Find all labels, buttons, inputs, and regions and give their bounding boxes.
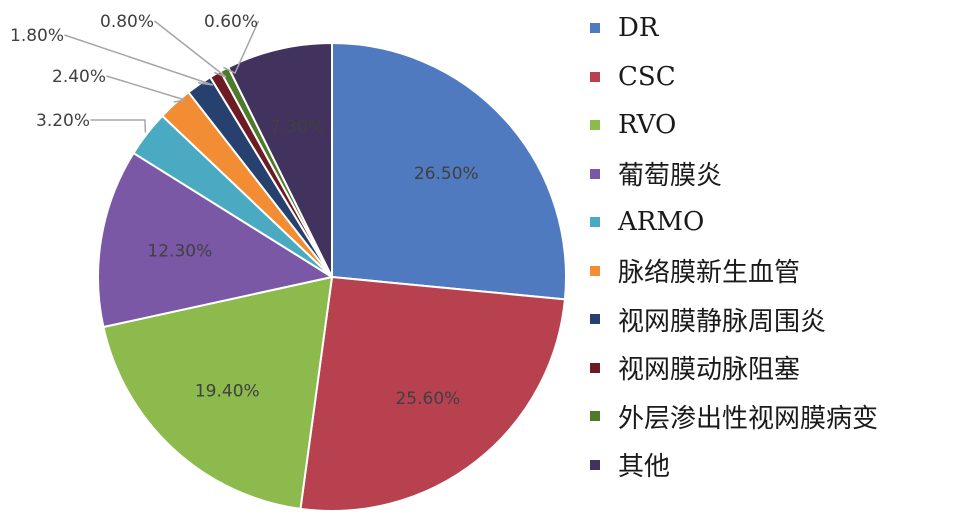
legend: DR CSC RVO 葡萄膜炎 ARMO 脉络膜新生血管 视网膜静脉周围炎 视网膜动脉阻塞外层… [590, 4, 950, 489]
legend-swatch [590, 459, 600, 470]
leader-line-8 [154, 20, 227, 78]
legend-item-9: 外层渗出性视网膜病变 [590, 392, 950, 441]
legend-item-7: 视网膜静脉周围炎 [590, 295, 950, 344]
legend-item-1: DR [590, 4, 950, 53]
pie-slice-4 [97, 151, 335, 329]
legend-item-10: 其他 [590, 441, 950, 490]
legend-swatch [590, 411, 600, 422]
legend-swatch [590, 71, 600, 82]
legend-swatch [590, 265, 600, 276]
legend-label: 脉络膜新生血管 [618, 258, 801, 289]
pie-slice-3 [102, 275, 334, 510]
pie-slice-10 [226, 41, 333, 278]
legend-item-6: 脉络膜新生血管 [590, 247, 950, 296]
data-label-1: 26.50% [414, 164, 479, 184]
legend-label: 视网膜动脉阻塞 [618, 355, 801, 386]
legend-swatch [590, 23, 600, 34]
legend-label: 外层渗出性视网膜病变 [618, 403, 879, 434]
leader-line-6 [106, 75, 186, 103]
pie-slice-2 [299, 275, 567, 512]
legend-item-5: ARMO [590, 198, 950, 247]
pie-slices [97, 41, 567, 512]
data-label-6: 2.40% [52, 67, 106, 87]
leader-line-5 [90, 119, 147, 133]
legend-label: 其他 [618, 452, 671, 483]
data-label-8: 0.80% [100, 12, 154, 32]
legend-label: 视网膜静脉周围炎 [618, 306, 827, 337]
legend-label: 葡萄膜炎 [618, 161, 723, 192]
data-label-10: 7.30% [270, 118, 324, 138]
legend-item-2: CSC [590, 53, 950, 102]
leader-lines [64, 20, 260, 133]
legend-swatch [590, 120, 600, 131]
legend-item-8: 视网膜动脉阻塞 [590, 344, 950, 393]
legend-label: ARMO [618, 207, 705, 238]
data-label-5: 3.20% [36, 111, 90, 131]
data-label-9: 0.60% [204, 12, 258, 32]
data-label-3: 19.40% [195, 381, 260, 401]
legend-item-3: RVO [590, 101, 950, 150]
data-label-2: 25.60% [395, 389, 460, 409]
leader-line-9 [223, 20, 260, 75]
leader-line-7 [64, 34, 214, 86]
legend-label: CSC [618, 61, 676, 92]
legend-swatch [590, 314, 600, 325]
data-label-4: 12.30% [147, 242, 212, 262]
legend-swatch [590, 168, 600, 179]
legend-swatch [590, 217, 600, 228]
legend-label: RVO [618, 110, 677, 141]
data-labels: 26.50% 25.60% 19.40% 12.30% 3.20% 2.40% 1.80% 0… [10, 12, 479, 409]
pie-slice-1 [331, 41, 567, 301]
legend-label: DR [618, 13, 659, 44]
legend-item-4: 葡萄膜炎 [590, 150, 950, 199]
data-label-7: 1.80% [10, 26, 64, 46]
legend-swatch [590, 362, 600, 373]
